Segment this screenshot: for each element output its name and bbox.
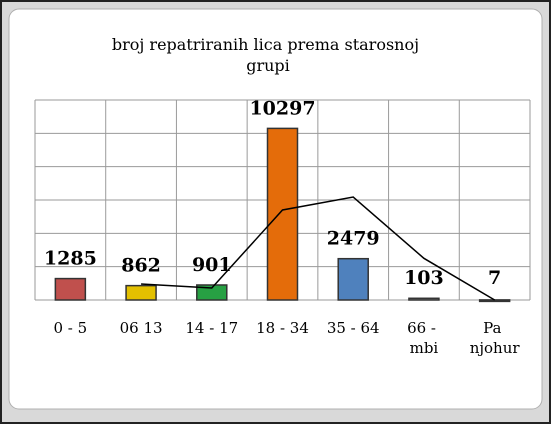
x-tick-label: 35 - 64	[327, 319, 380, 337]
data-label: 2479	[327, 228, 380, 250]
bar	[408, 297, 440, 301]
bar	[196, 284, 228, 301]
data-label: 7	[488, 267, 501, 289]
x-tick-label: 18 - 34	[256, 319, 309, 337]
x-tick-label: 0 - 5	[54, 319, 88, 337]
x-tick-label: Pa njohur	[470, 319, 521, 357]
x-tick-label: 06 13	[120, 319, 163, 337]
bar	[125, 284, 157, 301]
line	[141, 196, 496, 301]
data-label: 901	[192, 254, 232, 276]
data-label: 10297	[249, 97, 315, 119]
chart-title: broj repatriranih lica prema starosnoj g…	[112, 35, 424, 75]
data-label: 1285	[44, 248, 97, 270]
data-label: 103	[404, 267, 444, 289]
x-tick-label: 66 - mbi	[407, 319, 441, 357]
bar	[266, 127, 299, 301]
x-tick-label: 14 - 17	[185, 319, 238, 337]
bar	[478, 299, 511, 303]
bar	[337, 257, 369, 301]
data-label: 862	[121, 255, 161, 277]
bar	[54, 277, 87, 301]
